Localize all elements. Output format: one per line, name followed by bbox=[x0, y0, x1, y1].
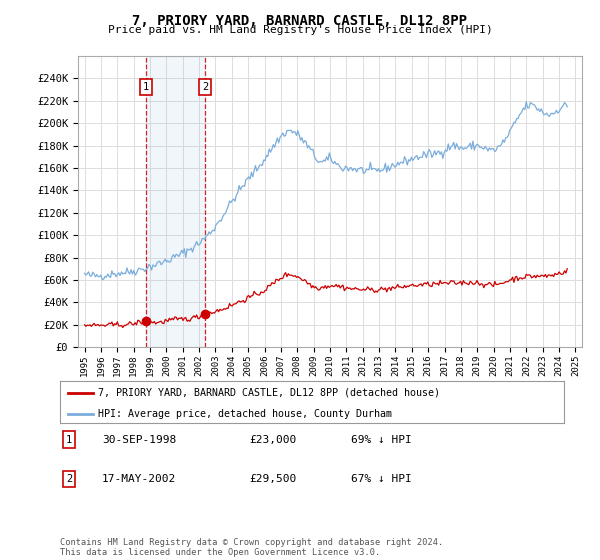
Text: 1: 1 bbox=[66, 435, 72, 445]
Text: 1: 1 bbox=[143, 82, 149, 92]
Text: 2: 2 bbox=[202, 82, 208, 92]
Text: 7, PRIORY YARD, BARNARD CASTLE, DL12 8PP (detached house): 7, PRIORY YARD, BARNARD CASTLE, DL12 8PP… bbox=[98, 388, 440, 398]
Text: 17-MAY-2002: 17-MAY-2002 bbox=[102, 474, 176, 484]
Text: 30-SEP-1998: 30-SEP-1998 bbox=[102, 435, 176, 445]
Text: 69% ↓ HPI: 69% ↓ HPI bbox=[351, 435, 412, 445]
Text: HPI: Average price, detached house, County Durham: HPI: Average price, detached house, Coun… bbox=[98, 409, 392, 418]
Text: Contains HM Land Registry data © Crown copyright and database right 2024.
This d: Contains HM Land Registry data © Crown c… bbox=[60, 538, 443, 557]
Text: 2: 2 bbox=[66, 474, 72, 484]
Text: £23,000: £23,000 bbox=[249, 435, 296, 445]
Bar bbox=[146, 56, 205, 347]
Text: 67% ↓ HPI: 67% ↓ HPI bbox=[351, 474, 412, 484]
Text: 7, PRIORY YARD, BARNARD CASTLE, DL12 8PP: 7, PRIORY YARD, BARNARD CASTLE, DL12 8PP bbox=[133, 14, 467, 28]
Text: Price paid vs. HM Land Registry's House Price Index (HPI): Price paid vs. HM Land Registry's House … bbox=[107, 25, 493, 35]
Text: £29,500: £29,500 bbox=[249, 474, 296, 484]
